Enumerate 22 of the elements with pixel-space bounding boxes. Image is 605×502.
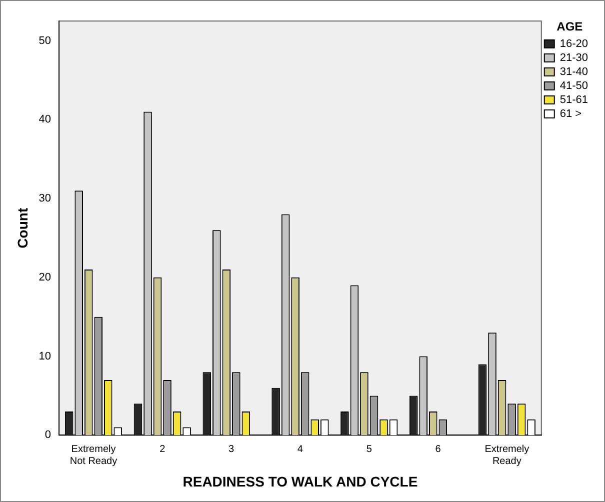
y-tick-label: 20 [38, 271, 52, 284]
y-tick-label: 40 [38, 114, 52, 126]
x-axis-title: READINESS TO WALK AND CYCLE [182, 473, 418, 490]
y-tick-label: 0 [44, 429, 52, 442]
legend-label: 41-50 [560, 80, 588, 92]
x-tick-label: 3 [228, 444, 235, 455]
x-tick-label: Extremely Not Ready [70, 444, 118, 467]
legend-label: 21-30 [560, 52, 588, 64]
y-tick-label: 30 [38, 192, 52, 205]
legend-label: 51-61 [560, 94, 588, 106]
legend-label: 31-40 [560, 66, 588, 78]
x-tick-label: Extremely Ready [484, 444, 530, 467]
x-tick-label: 4 [297, 444, 304, 455]
y-tick-label: 10 [38, 350, 52, 362]
legend-label: 61 > [560, 108, 582, 120]
x-tick-label: 6 [435, 444, 442, 455]
y-axis-title: Count [14, 208, 30, 248]
legend-title: AGE [556, 19, 583, 34]
y-tick-label: 50 [38, 34, 52, 47]
x-tick-label: 2 [160, 444, 166, 455]
x-tick-label: 5 [366, 444, 372, 455]
legend-label: 16-20 [560, 38, 588, 50]
